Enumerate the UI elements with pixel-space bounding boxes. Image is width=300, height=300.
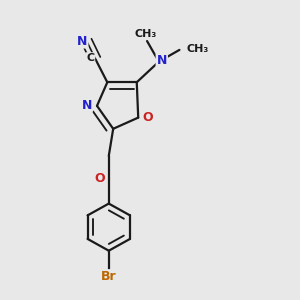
Text: N: N: [157, 54, 167, 67]
Text: N: N: [82, 99, 92, 112]
Text: CH₃: CH₃: [187, 44, 209, 54]
Text: Br: Br: [101, 270, 117, 283]
Text: O: O: [142, 110, 153, 124]
Text: O: O: [94, 172, 105, 185]
Text: C: C: [86, 53, 94, 63]
Text: CH₃: CH₃: [134, 29, 157, 39]
Text: N: N: [77, 34, 88, 48]
